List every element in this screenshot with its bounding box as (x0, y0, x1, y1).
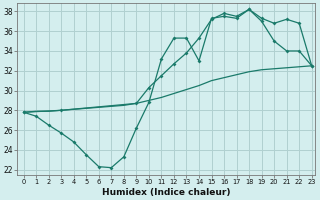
X-axis label: Humidex (Indice chaleur): Humidex (Indice chaleur) (102, 188, 231, 197)
